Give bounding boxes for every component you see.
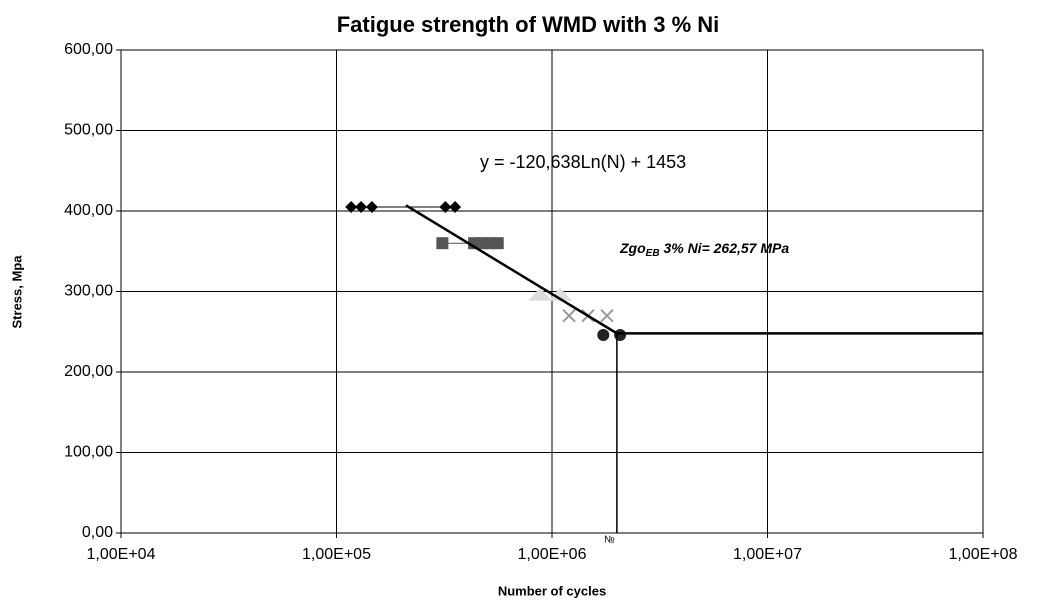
x-tick-label: 1,00E+07 [733,546,802,563]
plot-border [120,49,984,534]
note-main: Zgo [619,240,646,256]
square-point [491,237,504,250]
y-tick-label: 400,00 [64,202,113,219]
x-tick-label: 1,00E+08 [949,546,1018,563]
square-point [436,237,449,250]
series-line [405,204,983,335]
diamond-point [365,200,378,213]
y-tick-label: 500,00 [64,122,113,139]
x-tick-label: 1,00E+04 [87,546,156,563]
diamond-point [439,200,452,213]
y-tick-label: 200,00 [64,363,113,380]
diamond-point [345,200,358,213]
diamond-point [449,200,462,213]
y-axis-label: Stress, Mpa [9,255,24,329]
y-tick-label: 0,00 [82,524,113,541]
triangle-point [548,287,573,301]
x-tick-label: 1,00E+06 [518,546,587,563]
x-point [562,308,576,323]
circle-point [614,328,627,341]
equation: y = -120,638Ln(N) + 1453 [480,152,686,172]
y-tick-label: 100,00 [64,444,113,461]
x-tick-label: 1,00E+05 [302,546,371,563]
y-tick-label: 300,00 [64,283,113,300]
chart-title: Fatigue strength of WMD with 3 % Ni [337,12,720,37]
fatigue-limit-note: ZgoEB 3% Ni= 262,57 MPa [619,240,789,259]
knee-label: № [604,535,615,546]
diamond-point [355,200,368,213]
note-sub: EB [646,248,660,259]
note-rest: 3% Ni= 262,57 MPa [660,240,790,256]
x-axis-label: Number of cycles [498,583,606,598]
x-point [600,308,614,323]
triangle-point [528,287,553,301]
circle-point [597,328,610,341]
y-tick-label: 600,00 [64,41,113,58]
